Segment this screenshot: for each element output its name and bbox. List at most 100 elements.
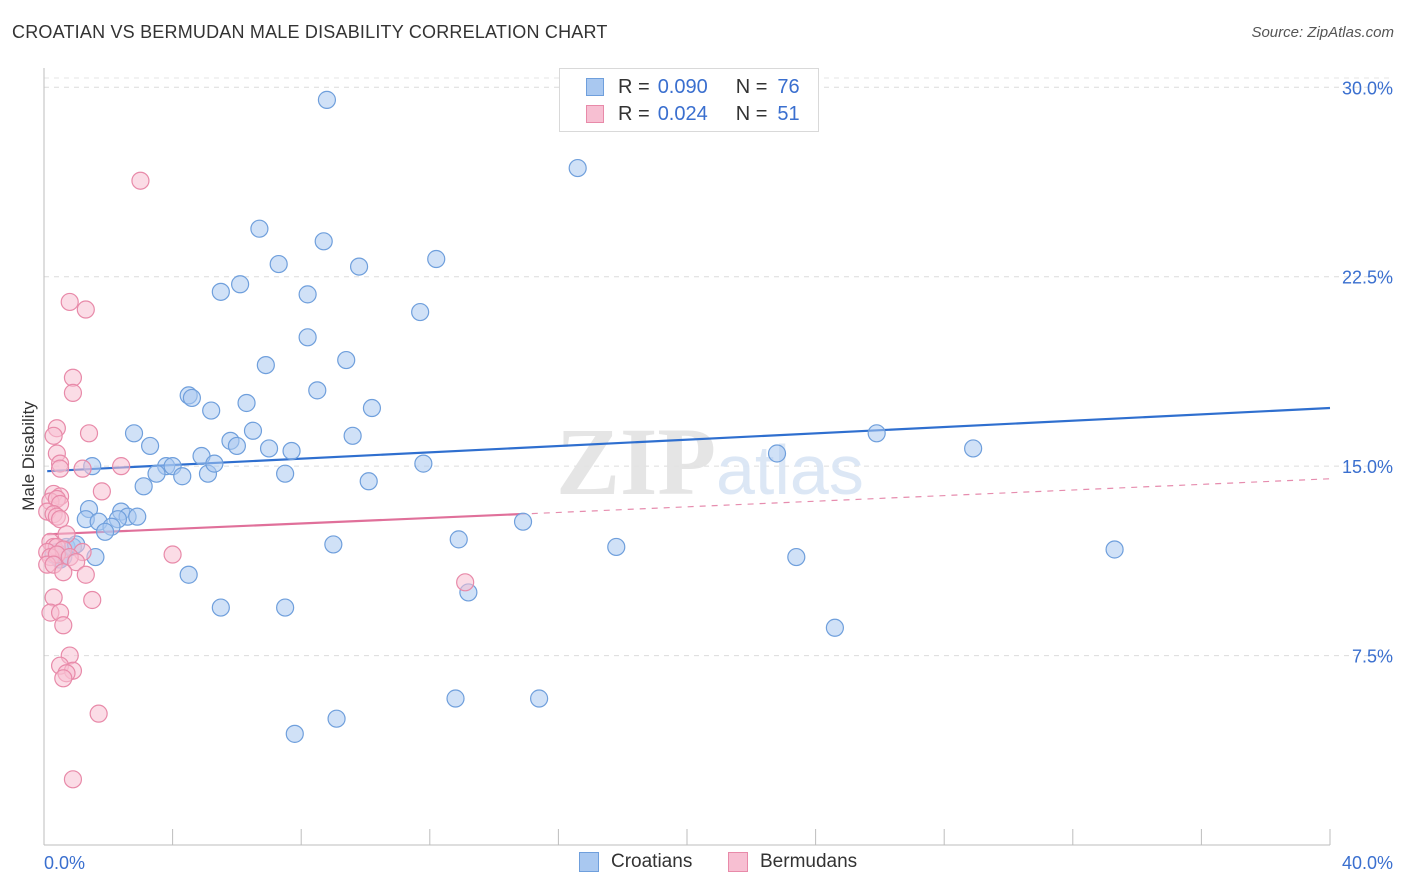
point-bermudans bbox=[44, 426, 63, 445]
y-tick-label: 22.5% bbox=[1342, 268, 1393, 288]
point-croatians bbox=[343, 426, 362, 445]
point-croatians bbox=[95, 522, 115, 541]
x-tick-label: 40.0% bbox=[1342, 853, 1393, 873]
point-croatians bbox=[414, 454, 433, 473]
point-croatians bbox=[867, 424, 886, 443]
point-bermudans bbox=[54, 669, 73, 688]
legend-r-label: R = bbox=[618, 75, 650, 98]
point-croatians bbox=[237, 393, 256, 413]
point-croatians bbox=[513, 512, 533, 531]
point-croatians bbox=[314, 232, 333, 251]
point-croatians bbox=[787, 547, 806, 567]
watermark-atlas: atlas bbox=[716, 431, 864, 509]
point-bermudans bbox=[54, 563, 73, 582]
trend-lines bbox=[47, 406, 1331, 536]
point-bermudans bbox=[112, 457, 131, 476]
point-bermudans bbox=[456, 573, 475, 592]
point-bermudans bbox=[89, 704, 108, 723]
point-croatians bbox=[362, 398, 382, 418]
point-bermudans bbox=[76, 300, 95, 319]
point-bermudans bbox=[92, 482, 111, 501]
point-croatians bbox=[140, 436, 160, 456]
legend-label-croatians: Croatians bbox=[611, 851, 693, 872]
data-points bbox=[38, 90, 1124, 789]
point-croatians bbox=[128, 507, 147, 526]
point-croatians bbox=[308, 381, 327, 400]
point-croatians bbox=[317, 90, 337, 109]
trend-line-bermudans bbox=[47, 513, 520, 536]
legend-item-croatians: Croatians bbox=[579, 851, 692, 873]
y-axis-label: Male Disability bbox=[19, 401, 38, 511]
point-croatians bbox=[298, 328, 317, 347]
point-croatians bbox=[568, 158, 587, 178]
point-croatians bbox=[427, 249, 446, 269]
point-croatians bbox=[276, 464, 295, 483]
point-croatians bbox=[825, 618, 844, 637]
point-bermudans bbox=[63, 770, 83, 789]
point-croatians bbox=[202, 401, 221, 420]
point-croatians bbox=[173, 467, 192, 486]
point-croatians bbox=[259, 439, 279, 458]
legend-swatch-bermudans bbox=[586, 105, 604, 123]
point-croatians bbox=[147, 464, 166, 483]
point-croatians bbox=[124, 424, 144, 443]
legend-swatch-croatians bbox=[579, 852, 599, 872]
point-bermudans bbox=[54, 616, 73, 635]
point-bermudans bbox=[67, 553, 86, 572]
watermark-zip: ZIP bbox=[556, 408, 716, 515]
legend-swatch-bermudans bbox=[728, 852, 748, 872]
point-croatians bbox=[530, 689, 549, 708]
tick-labels: 7.5% 15.0% 22.5% 30.0% 0.0% 40.0% bbox=[44, 78, 1393, 873]
point-croatians bbox=[767, 444, 787, 463]
point-croatians bbox=[1105, 540, 1124, 559]
y-tick-label: 15.0% bbox=[1342, 457, 1393, 477]
point-croatians bbox=[446, 689, 465, 708]
legend-r-value: 0.024 bbox=[657, 102, 708, 125]
legend-r-label: R = bbox=[618, 102, 650, 125]
point-croatians bbox=[349, 257, 369, 276]
point-croatians bbox=[337, 350, 356, 370]
point-croatians bbox=[243, 421, 263, 440]
point-bermudans bbox=[79, 424, 99, 443]
legend-n-label: N = bbox=[735, 102, 768, 125]
legend-label-bermudans: Bermudans bbox=[760, 851, 858, 872]
legend-row-croatians: R = 0.090 N = 76 bbox=[560, 74, 800, 100]
point-croatians bbox=[205, 454, 224, 473]
point-bermudans bbox=[63, 368, 83, 387]
legend-n-label: N = bbox=[735, 75, 768, 98]
point-bermudans bbox=[76, 565, 95, 584]
point-croatians bbox=[211, 598, 230, 617]
legend-item-bermudans: Bermudans bbox=[728, 851, 857, 873]
x-tick-label: 0.0% bbox=[44, 853, 85, 873]
point-bermudans bbox=[163, 545, 182, 564]
point-bermudans bbox=[44, 588, 63, 607]
point-bermudans bbox=[60, 292, 79, 312]
point-croatians bbox=[411, 302, 430, 322]
trend-line-croatians bbox=[47, 406, 1331, 473]
point-croatians bbox=[449, 530, 468, 549]
gridlines bbox=[44, 77, 1394, 657]
chart-title: CROATIAN VS BERMUDAN MALE DISABILITY COR… bbox=[12, 22, 608, 42]
trend-extension-bermudans bbox=[519, 478, 1331, 515]
point-bermudans bbox=[83, 590, 102, 610]
point-bermudans bbox=[50, 510, 70, 529]
legend-row-bermudans: R = 0.024 N = 51 bbox=[560, 101, 800, 127]
point-croatians bbox=[285, 724, 304, 743]
watermark: ZIP atlas bbox=[556, 408, 864, 515]
point-bermudans bbox=[50, 459, 70, 478]
y-tick-label: 30.0% bbox=[1342, 78, 1393, 98]
point-croatians bbox=[250, 219, 269, 238]
point-croatians bbox=[359, 472, 378, 491]
point-croatians bbox=[276, 598, 295, 617]
stats-legend: R = 0.090 N = 76 R = 0.024 N = 51 bbox=[559, 68, 819, 132]
point-croatians bbox=[964, 439, 983, 458]
axes bbox=[43, 68, 1331, 846]
point-croatians bbox=[327, 709, 346, 728]
point-croatians bbox=[182, 388, 201, 408]
point-bermudans bbox=[63, 383, 83, 402]
point-croatians bbox=[607, 537, 626, 557]
point-croatians bbox=[256, 355, 275, 375]
source-label: Source: ZipAtlas.com bbox=[1251, 24, 1394, 41]
point-croatians bbox=[282, 441, 301, 461]
